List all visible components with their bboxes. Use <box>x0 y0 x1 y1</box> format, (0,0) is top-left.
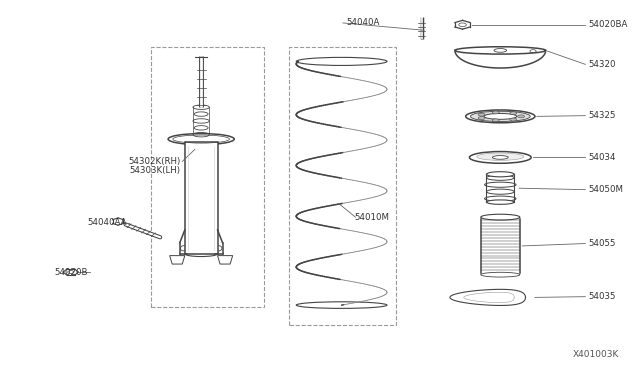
Ellipse shape <box>486 189 514 194</box>
Polygon shape <box>170 256 185 264</box>
FancyBboxPatch shape <box>185 142 218 254</box>
Ellipse shape <box>510 118 516 121</box>
Polygon shape <box>218 256 233 264</box>
Ellipse shape <box>486 175 514 180</box>
Text: 54040AA: 54040AA <box>87 218 127 227</box>
Ellipse shape <box>518 115 525 118</box>
Ellipse shape <box>478 117 485 119</box>
Text: X401003K: X401003K <box>572 350 619 359</box>
Ellipse shape <box>484 196 516 201</box>
Ellipse shape <box>296 302 387 308</box>
Ellipse shape <box>481 214 520 220</box>
Ellipse shape <box>470 111 530 122</box>
Ellipse shape <box>484 182 516 187</box>
Ellipse shape <box>492 155 508 159</box>
Ellipse shape <box>486 200 514 204</box>
Ellipse shape <box>478 113 485 116</box>
Ellipse shape <box>492 119 499 122</box>
Text: 54325: 54325 <box>589 111 616 120</box>
Text: 54320: 54320 <box>589 60 616 69</box>
Ellipse shape <box>470 151 531 163</box>
Ellipse shape <box>466 110 535 123</box>
Ellipse shape <box>168 134 234 145</box>
Text: 54050M: 54050M <box>589 185 623 194</box>
Text: 54303K(LH): 54303K(LH) <box>129 166 180 175</box>
Ellipse shape <box>510 112 516 115</box>
Ellipse shape <box>481 272 520 277</box>
Ellipse shape <box>477 153 524 160</box>
Text: 54035: 54035 <box>589 292 616 301</box>
Text: 54020BA: 54020BA <box>589 20 628 29</box>
Text: 54020B: 54020B <box>54 267 88 277</box>
Ellipse shape <box>486 172 514 177</box>
Text: 54010M: 54010M <box>354 213 389 222</box>
Text: 54040A: 54040A <box>346 19 380 28</box>
Ellipse shape <box>492 111 499 114</box>
Text: 54034: 54034 <box>589 153 616 162</box>
Ellipse shape <box>484 113 516 119</box>
Text: 54302K(RH): 54302K(RH) <box>128 157 180 166</box>
Ellipse shape <box>185 251 218 257</box>
Text: 54055: 54055 <box>589 239 616 248</box>
Ellipse shape <box>455 47 546 54</box>
Ellipse shape <box>296 57 387 65</box>
